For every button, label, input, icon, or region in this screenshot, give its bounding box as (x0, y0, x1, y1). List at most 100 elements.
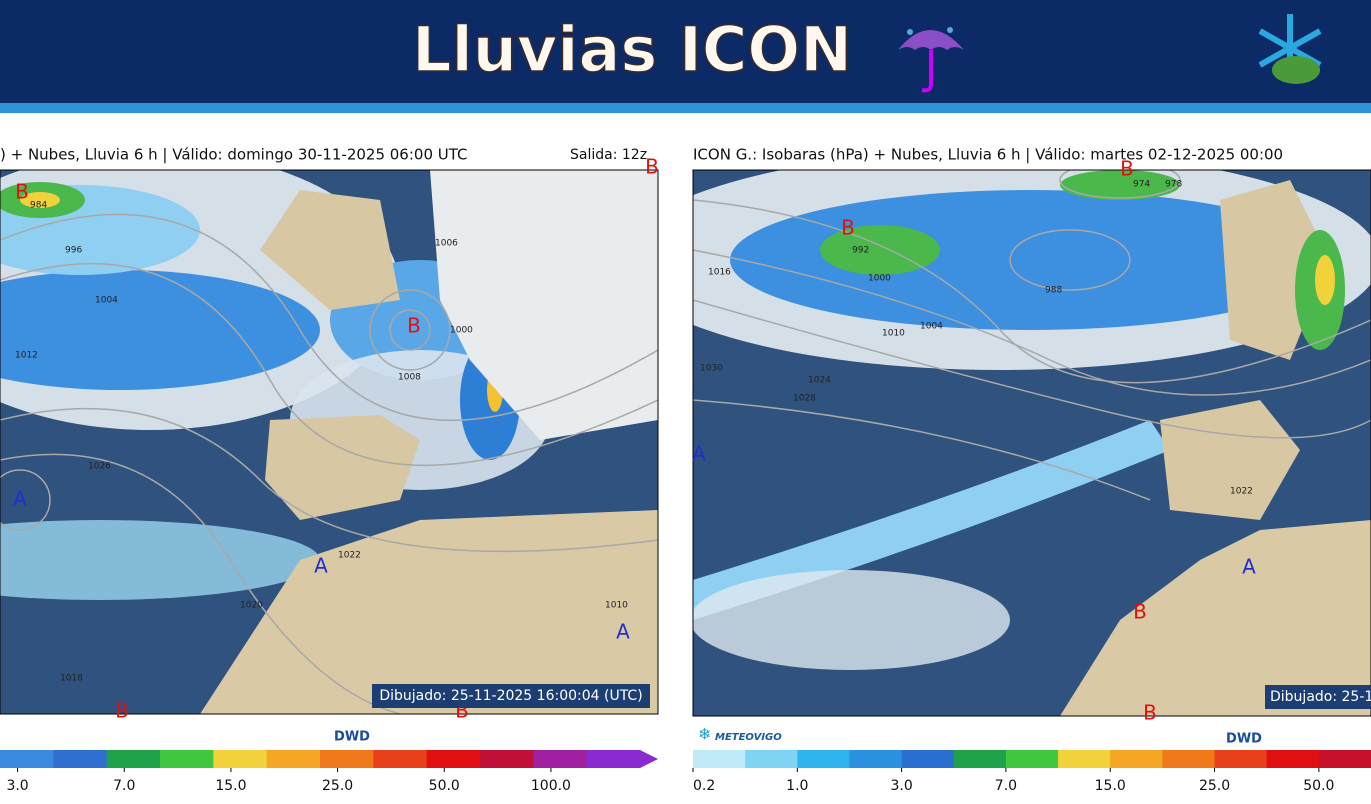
drawn-label: Dibujado: 25-1 (1270, 689, 1371, 705)
colorbar-segment (1005, 750, 1059, 768)
map-left (0, 170, 658, 714)
colorbar-segment (160, 750, 214, 768)
colorbar-label: 100.0 (531, 778, 571, 794)
isobar-label: 1016 (708, 268, 731, 278)
colorbar-segment (901, 750, 955, 768)
colorbar-segment (797, 750, 850, 768)
colorbar-label: 25.0 (1199, 778, 1230, 794)
snowflake-logo (1258, 14, 1322, 84)
isobar-labels: 974 978 988 992 1000 1004 1010 1016 1024… (700, 180, 1253, 497)
colorbar-segment (849, 750, 903, 768)
colorbar-segment (106, 750, 161, 768)
run-label: Salida: 12z (570, 147, 647, 163)
colorbar-label: 7.0 (995, 778, 1017, 794)
colorbar-segment (1266, 750, 1320, 768)
low-marker: B (645, 155, 659, 179)
umbrella-icon (898, 27, 964, 93)
isobar-label: 1010 (882, 329, 905, 339)
isobar-label: 1010 (605, 601, 628, 611)
low-marker: B (1143, 701, 1157, 725)
panel-title: ) + Nubes, Lluvia 6 h | Válido: domingo … (0, 146, 468, 164)
isobar-label: 1022 (338, 551, 361, 561)
colorbar-segment (373, 750, 428, 768)
dwd-logo: DWD (334, 730, 370, 745)
drawn-label: Dibujado: 25-11-2025 16:00:04 (UTC) (379, 688, 642, 704)
isobar-label: 1022 (1230, 487, 1253, 497)
colorbar-segment (953, 750, 1007, 768)
colorbar-segment (586, 750, 641, 768)
dwd-logo: DWD (1226, 732, 1262, 747)
colorbar-segment (693, 750, 746, 768)
colorbar-segment (1214, 750, 1268, 768)
colorbar-label: 50.0 (429, 778, 460, 794)
map-frame (0, 169, 659, 715)
snow-icon: ❄ (698, 725, 711, 744)
high-marker: A (13, 487, 27, 511)
colorbar-segment (213, 750, 268, 768)
colorbar: 0.2 1.0 3.0 7.0 15.0 25.0 50.0 (692, 750, 1371, 794)
colorbar-label: 25.0 (322, 778, 353, 794)
colorbar-label: 15.0 (1095, 778, 1126, 794)
low-marker: B (841, 216, 855, 240)
map-right (693, 170, 1371, 716)
isobar-label: 1018 (60, 674, 83, 684)
isobar-label: 1008 (398, 373, 421, 383)
colorbar-label: 7.0 (113, 778, 135, 794)
header-bar (0, 0, 1371, 103)
low-marker: B (115, 699, 129, 723)
pressure-centers: B B A A B B (692, 157, 1256, 725)
colorbar-label: 3.0 (890, 778, 912, 794)
pressure-centers: B B B A A A B B (13, 155, 659, 723)
isobar-label: 978 (1165, 180, 1182, 190)
high-marker: A (314, 554, 328, 578)
isobar-label: 1012 (15, 351, 38, 361)
isobar-label: 974 (1133, 180, 1150, 190)
colorbar-segment (1318, 750, 1371, 768)
isobar-label: 992 (852, 246, 869, 256)
colorbar-segment (533, 750, 588, 768)
colorbar-segment (320, 750, 374, 768)
isobar-label: 988 (1045, 286, 1062, 296)
colorbar-arrow (640, 750, 658, 768)
colorbar-label: 50.0 (1303, 778, 1334, 794)
isobar-label: 1004 (920, 322, 943, 332)
header-title: Lluvias ICON (412, 13, 852, 86)
isobar-label: 1020 (240, 601, 263, 611)
isobar-label: 1006 (435, 239, 458, 249)
high-marker: A (616, 620, 630, 644)
colorbar-segment (0, 750, 54, 768)
header-stripe (0, 103, 1371, 113)
colorbar-label: 0.2 (693, 778, 715, 794)
colorbar: 3.0 7.0 15.0 25.0 50.0 100.0 (0, 750, 658, 794)
isobar-label: 1024 (808, 376, 831, 386)
colorbar-segment (426, 750, 481, 768)
drawn-box (372, 684, 650, 708)
low-marker: B (15, 180, 29, 204)
panel-title: ICON G.: Isobaras (hPa) + Nubes, Lluvia … (693, 146, 1283, 164)
isobar-label: 1030 (700, 364, 723, 374)
isobar-label: 1028 (793, 394, 816, 404)
colorbar-segment (53, 750, 108, 768)
isobar-label: 1004 (95, 296, 118, 306)
map-frame (692, 169, 1371, 717)
colorbar-segment (1058, 750, 1111, 768)
colorbar-segment (480, 750, 534, 768)
colorbar-segment (266, 750, 321, 768)
isobar-label: 984 (30, 201, 47, 211)
colorbar-segment (1110, 750, 1163, 768)
colorbar-label: 1.0 (786, 778, 808, 794)
isobar-label: 1026 (88, 462, 111, 472)
drawn-box (1265, 685, 1371, 709)
high-marker: A (1242, 555, 1256, 579)
low-marker: B (1120, 157, 1134, 181)
isobar-label: 1000 (450, 326, 473, 336)
colorbar-label: 3.0 (6, 778, 28, 794)
isobar-label: 996 (65, 246, 82, 256)
low-marker: B (407, 314, 421, 338)
colorbar-segment (745, 750, 798, 768)
high-marker: A (692, 442, 706, 466)
isobar-labels: 984 996 1004 1012 1026 1022 1020 1018 10… (15, 201, 628, 684)
brand-label: METEOVIGO (715, 732, 782, 743)
low-marker: B (1133, 600, 1147, 624)
